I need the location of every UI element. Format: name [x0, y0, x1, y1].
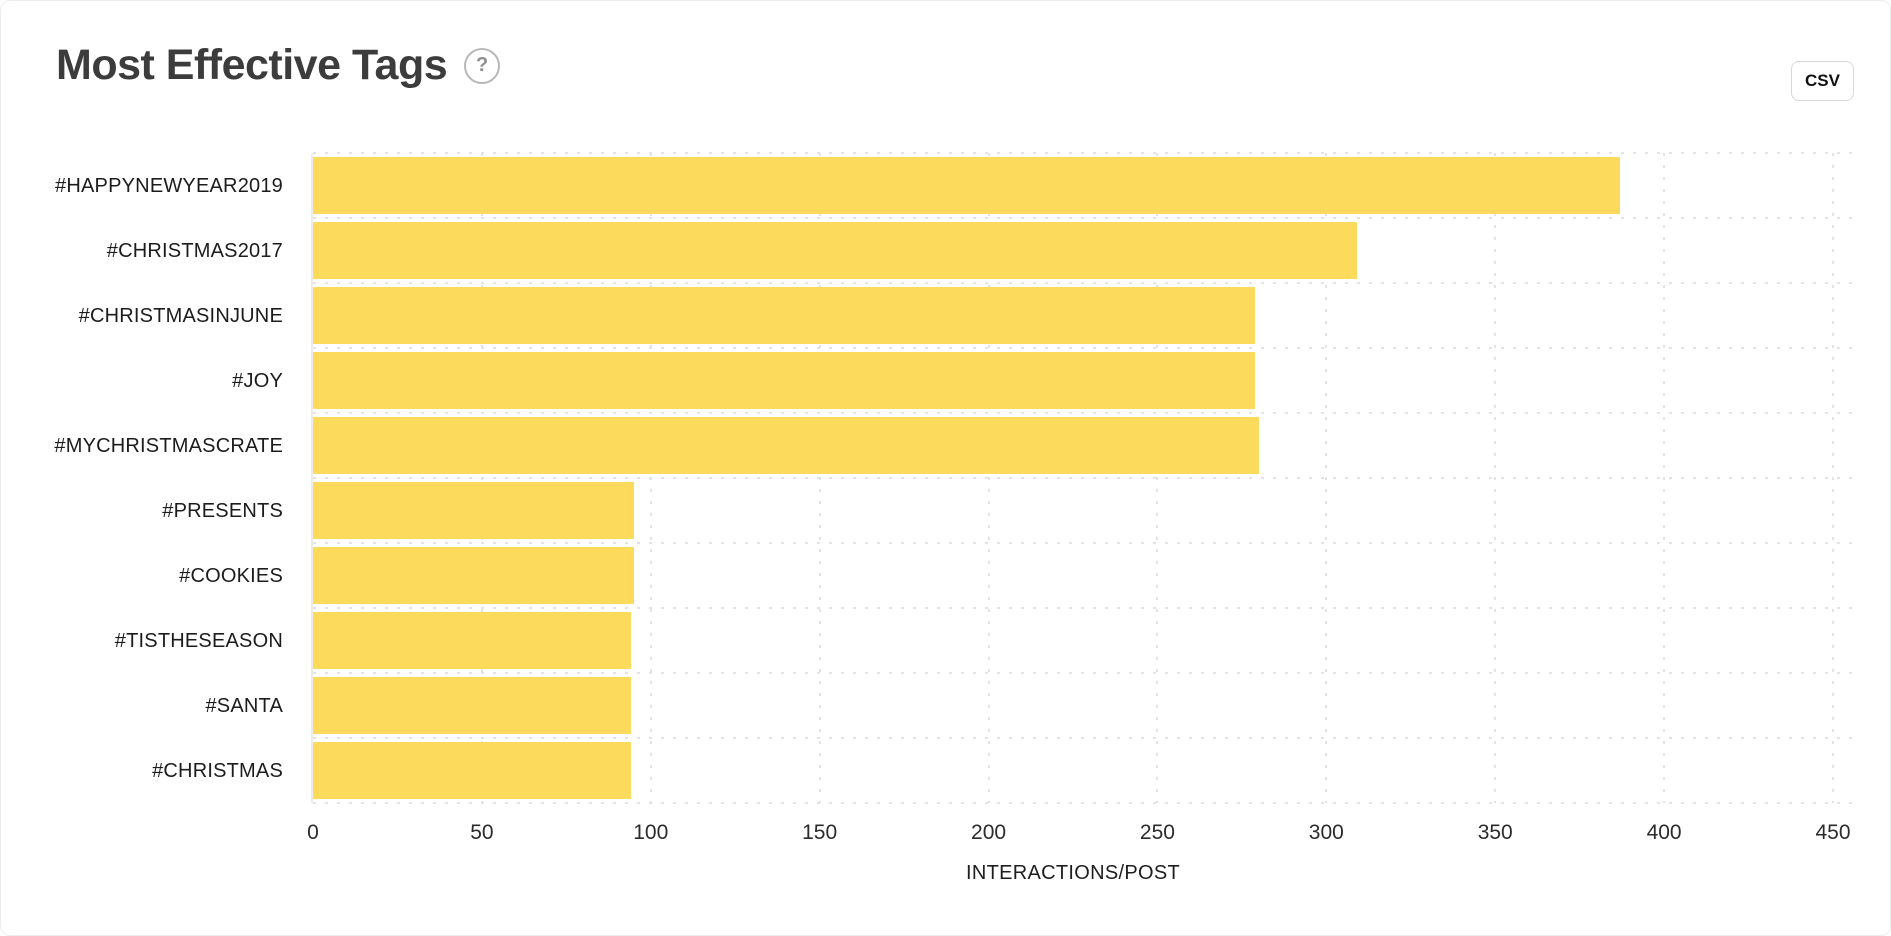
gridline-horizontal [313, 542, 1861, 544]
x-tick-label: 450 [1815, 821, 1851, 844]
tag-label: #TISTHESEASON [114, 629, 283, 652]
card-header: Most Effective Tags ? [56, 41, 501, 90]
x-tick-label: 350 [1477, 821, 1513, 844]
bar-mychristmascrate[interactable] [313, 417, 1259, 474]
bar-santa[interactable] [313, 677, 631, 734]
bar-tistheseason[interactable] [313, 612, 631, 669]
x-tick-label: 50 [470, 821, 494, 844]
tag-label: #CHRISTMASINJUNE [78, 304, 283, 327]
tag-label: #COOKIES [179, 564, 283, 587]
page-title: Most Effective Tags [56, 41, 448, 89]
question-mark-glyph: ? [476, 54, 489, 76]
bar-christmasinjune[interactable] [313, 287, 1256, 344]
x-tick-label: 0 [307, 821, 319, 844]
gridline-horizontal [313, 477, 1861, 479]
gridline-horizontal [313, 217, 1861, 219]
gridline-horizontal [313, 347, 1861, 349]
gridline-horizontal [313, 412, 1861, 414]
bar-christmas[interactable] [313, 742, 631, 799]
tag-label: #HAPPYNEWYEAR2019 [55, 174, 283, 197]
tag-label: #SANTA [205, 694, 283, 717]
tag-label: #JOY [232, 369, 283, 392]
gridline-horizontal [313, 737, 1861, 739]
gridline-horizontal [313, 607, 1861, 609]
x-tick-label: 400 [1646, 821, 1682, 844]
bar-cookies[interactable] [313, 547, 634, 604]
x-axis-title: INTERACTIONS/POST [965, 862, 1180, 884]
csv-export-button[interactable]: CSV [1791, 61, 1854, 101]
tag-label: #CHRISTMAS2017 [106, 239, 283, 262]
bar-chart-plot-area [311, 152, 1861, 804]
bar-happynewyear2019[interactable] [313, 157, 1621, 214]
bar-christmas2017[interactable] [313, 222, 1357, 279]
bar-presents[interactable] [313, 482, 634, 539]
gridline-horizontal [313, 672, 1861, 674]
y-axis-line [311, 153, 313, 803]
x-tick-label: 300 [1308, 821, 1344, 844]
bar-joy[interactable] [313, 352, 1256, 409]
x-tick-label: 200 [971, 821, 1007, 844]
tag-label: #PRESENTS [162, 499, 283, 522]
help-icon[interactable]: ? [464, 47, 501, 84]
tag-label: #CHRISTMAS [152, 759, 283, 782]
gridline-horizontal [313, 282, 1861, 284]
tag-label: #MYCHRISTMASCRATE [54, 434, 283, 457]
x-tick-label: 100 [633, 821, 669, 844]
gridline-horizontal [313, 152, 1861, 154]
x-tick-label: 150 [802, 821, 838, 844]
x-axis-line [313, 802, 1861, 804]
x-tick-label: 250 [1139, 821, 1175, 844]
